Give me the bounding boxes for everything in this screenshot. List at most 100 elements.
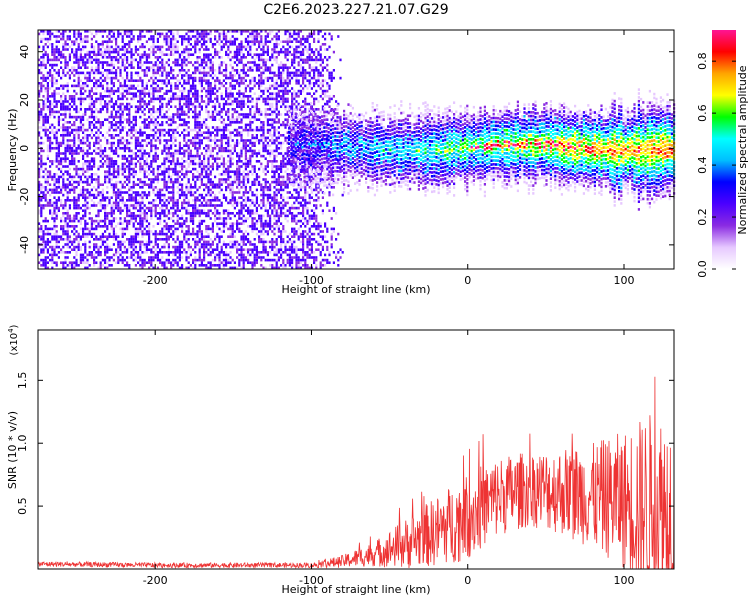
heatmap-cell — [198, 232, 201, 236]
heatmap-cell — [90, 256, 93, 259]
heatmap-cell — [192, 115, 195, 119]
heatmap-cell — [205, 45, 208, 49]
heatmap-cell — [187, 61, 190, 64]
heatmap-cell — [225, 264, 228, 267]
heatmap-cell — [141, 230, 144, 233]
heatmap-cell — [82, 97, 85, 101]
heatmap-cell — [172, 92, 175, 95]
heatmap-cell — [156, 66, 159, 69]
heatmap-cell — [126, 134, 129, 137]
heatmap-cell — [178, 53, 181, 56]
heatmap-cell — [79, 217, 82, 220]
heatmap-cell — [222, 165, 225, 168]
heatmap-cell — [51, 178, 54, 181]
heatmap-cell — [64, 165, 67, 168]
heatmap-cell — [143, 209, 146, 212]
heatmap-cell — [238, 217, 241, 220]
heatmap-cell — [121, 209, 124, 212]
heatmap-cell — [119, 191, 122, 194]
heatmap-cell — [73, 79, 76, 82]
heatmap-cell — [126, 66, 129, 69]
heatmap-cell — [104, 100, 107, 103]
heatmap-cell — [222, 258, 225, 262]
heatmap-cell — [130, 97, 133, 101]
heatmap-cell — [139, 165, 142, 168]
heatmap-cell — [203, 256, 206, 259]
heatmap-cell — [192, 35, 195, 38]
heatmap-cell — [145, 87, 148, 90]
heatmap-cell — [123, 45, 126, 49]
heatmap-cell — [64, 186, 67, 189]
heatmap-cell — [145, 217, 148, 220]
heatmap-cell — [46, 240, 49, 244]
heatmap-cell — [205, 123, 208, 127]
heatmap-cell — [84, 82, 87, 85]
heatmap-cell — [194, 258, 197, 262]
heatmap-cell — [126, 89, 129, 93]
heatmap-cell — [148, 89, 151, 93]
heatmap-cell — [196, 175, 199, 179]
heatmap-cell — [200, 230, 203, 233]
heatmap-cell — [64, 131, 67, 134]
heatmap-cell — [44, 43, 47, 46]
heatmap-cell — [161, 32, 164, 36]
heatmap-cell — [244, 217, 247, 220]
heatmap-cell — [95, 32, 98, 36]
heatmap-cell — [62, 32, 65, 36]
heatmap-cell — [194, 113, 197, 116]
heatmap-cell — [145, 232, 148, 236]
heatmap-cell — [75, 110, 78, 114]
heatmap-cell — [181, 113, 184, 116]
heatmap-cell — [95, 180, 98, 184]
heatmap-cell — [51, 245, 54, 249]
heatmap-cell — [73, 84, 76, 88]
heatmap-cell — [143, 74, 146, 77]
heatmap-cell — [134, 230, 137, 233]
heatmap-cell — [117, 170, 120, 173]
heatmap-cell — [229, 240, 232, 244]
heatmap-cell — [145, 66, 148, 69]
heatmap-cell — [104, 230, 107, 233]
heatmap-cell — [38, 141, 41, 145]
heatmap-cell — [139, 266, 142, 270]
heatmap-cell — [238, 222, 241, 225]
heatmap-cell — [77, 76, 80, 80]
heatmap-cell — [181, 92, 184, 95]
heatmap-cell — [62, 71, 65, 75]
heatmap-cell — [198, 123, 201, 127]
heatmap-cell — [209, 136, 212, 140]
heatmap-cell — [163, 245, 166, 249]
heatmap-cell — [139, 240, 142, 244]
heatmap-cell — [141, 183, 144, 186]
heatmap-cell — [192, 144, 195, 147]
heatmap-cell — [214, 30, 217, 33]
heatmap-cell — [178, 144, 181, 147]
heatmap-cell — [185, 71, 188, 75]
heatmap-cell — [187, 154, 190, 158]
heatmap-cell — [233, 243, 236, 246]
heatmap-cell — [207, 165, 210, 168]
heatmap-cell — [49, 30, 52, 33]
heatmap-cell — [46, 199, 49, 202]
heatmap-cell — [77, 219, 80, 223]
heatmap-cell — [183, 128, 186, 132]
heatmap-cell — [97, 147, 100, 150]
heatmap-cell — [134, 251, 137, 254]
heatmap-cell — [79, 219, 82, 223]
heatmap-cell — [203, 264, 206, 267]
heatmap-cell — [145, 240, 148, 244]
heatmap-cell — [231, 147, 234, 150]
heatmap-cell — [189, 53, 192, 56]
heatmap-cell — [123, 227, 126, 231]
heatmap-cell — [132, 162, 135, 166]
heatmap-cell — [205, 225, 208, 228]
heatmap-cell — [108, 32, 111, 36]
heatmap-cell — [187, 121, 190, 124]
heatmap-cell — [154, 256, 157, 259]
heatmap-cell — [73, 50, 76, 54]
heatmap-cell — [249, 188, 252, 192]
heatmap-cell — [128, 173, 131, 176]
heatmap-cell — [167, 230, 170, 233]
heatmap-cell — [73, 180, 76, 184]
heatmap-cell — [251, 261, 254, 264]
